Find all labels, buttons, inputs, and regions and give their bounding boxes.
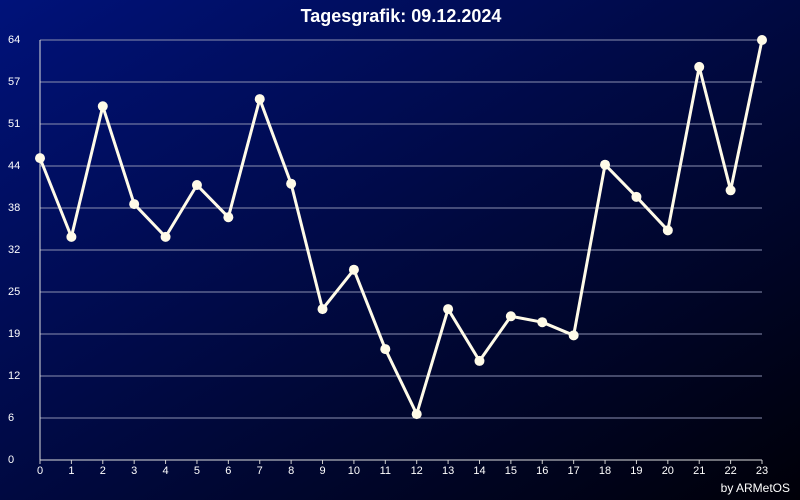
x-tick-label: 8 [288, 465, 294, 477]
x-tick-label: 2 [100, 465, 106, 477]
x-tick-label: 11 [380, 465, 391, 477]
x-tick-label: 19 [630, 465, 642, 477]
x-tick-label: 1 [68, 465, 74, 477]
point [191, 180, 202, 191]
point [254, 94, 265, 105]
point [35, 153, 45, 164]
chart-title: Tagesgrafik: 09.12.2024 [301, 6, 502, 26]
x-tick-label: 4 [163, 465, 169, 477]
point [757, 35, 767, 45]
x-tick-label: 13 [442, 465, 454, 477]
footer: by ARMetOS [721, 481, 790, 495]
x-tick-label: 0 [37, 465, 43, 477]
y-tick-label: 0 [8, 454, 14, 466]
point [443, 304, 454, 315]
x-tick-label: 23 [756, 465, 768, 477]
point [160, 231, 171, 242]
series-line [38, 39, 764, 416]
y-tick-label: 44 [8, 160, 20, 172]
y-tick-label: 12 [8, 370, 20, 382]
point [286, 178, 297, 189]
y-tick-label: 25 [8, 286, 20, 298]
x-tick-label: 14 [473, 465, 485, 477]
y-tick-label: 6 [8, 412, 14, 424]
point [317, 304, 328, 315]
point [631, 191, 642, 202]
y-tick-label: 51 [8, 118, 20, 130]
point [66, 231, 77, 242]
x-tick-label: 7 [257, 465, 263, 477]
x-tick-label: 21 [693, 465, 705, 477]
y-tick-label: 32 [8, 244, 20, 256]
point [348, 264, 359, 275]
point [537, 317, 548, 328]
point [129, 199, 140, 210]
y-tick-label: 19 [8, 328, 20, 340]
point [97, 101, 108, 112]
y-tick-label: 64 [8, 34, 20, 46]
x-tick-label: 6 [225, 465, 231, 477]
x-tick-label: 16 [536, 465, 548, 477]
point [725, 185, 736, 196]
x-tick-label: 10 [348, 465, 360, 477]
x-tick-label: 18 [599, 465, 611, 477]
point [694, 61, 705, 72]
x-tick-label: 22 [724, 465, 736, 477]
x-tick-label: 3 [131, 465, 137, 477]
x-tick-label: 17 [568, 465, 580, 477]
point [505, 311, 516, 322]
x-tick-label: 5 [194, 465, 200, 477]
x-tick-label: 15 [505, 465, 517, 477]
x-tick-label: 12 [411, 465, 423, 477]
x-tick-label: 20 [662, 465, 674, 477]
point [474, 355, 485, 366]
x-tick-label: 9 [319, 465, 325, 477]
point [223, 212, 234, 223]
point [568, 330, 579, 341]
point [411, 409, 422, 420]
point [600, 159, 611, 170]
y-tick-label: 57 [8, 76, 20, 88]
point [662, 225, 673, 236]
point [380, 344, 391, 355]
y-tick-label: 38 [8, 202, 20, 214]
